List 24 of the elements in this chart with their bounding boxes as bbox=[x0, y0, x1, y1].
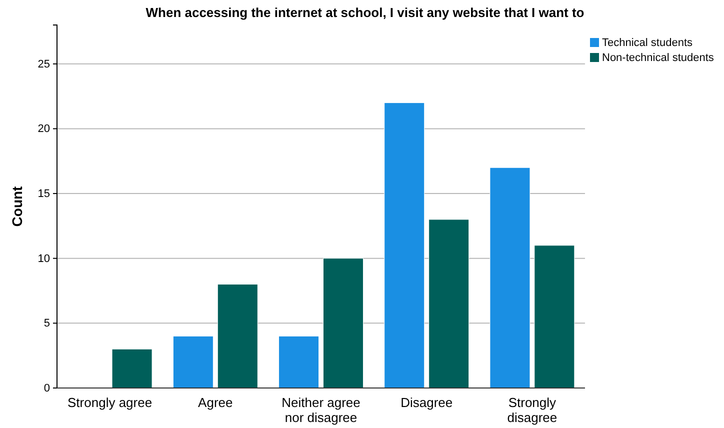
x-tick-label: Disagree bbox=[400, 395, 453, 410]
y-tick-label: 25 bbox=[38, 58, 50, 70]
x-tick-label: Strongly agree bbox=[68, 395, 152, 410]
bar bbox=[490, 167, 530, 388]
y-tick-label: 10 bbox=[38, 252, 50, 265]
y-tick-label: 5 bbox=[44, 318, 50, 330]
y-tick-label: 20 bbox=[38, 123, 50, 136]
legend-label: Non-technical students bbox=[602, 52, 714, 64]
y-tick-label: 0 bbox=[44, 382, 50, 395]
bar bbox=[322, 258, 364, 388]
bar bbox=[172, 336, 214, 388]
bar bbox=[112, 348, 152, 388]
bar bbox=[217, 284, 258, 388]
x-tick-label: Strongly disagree bbox=[507, 395, 558, 425]
bar bbox=[384, 102, 425, 388]
y-tick-label: 15 bbox=[38, 188, 50, 200]
bar bbox=[278, 336, 320, 388]
legend-label: Technical students bbox=[602, 37, 693, 49]
x-tick-label: Agree bbox=[198, 395, 233, 410]
y-axis-title: Count bbox=[9, 186, 25, 227]
x-tick-label: Neither agree nor disagree bbox=[282, 395, 360, 425]
chart-title: When accessing the internet at school, I visit any website that I want to bbox=[146, 5, 584, 20]
bar bbox=[534, 245, 575, 388]
bar bbox=[428, 219, 470, 388]
